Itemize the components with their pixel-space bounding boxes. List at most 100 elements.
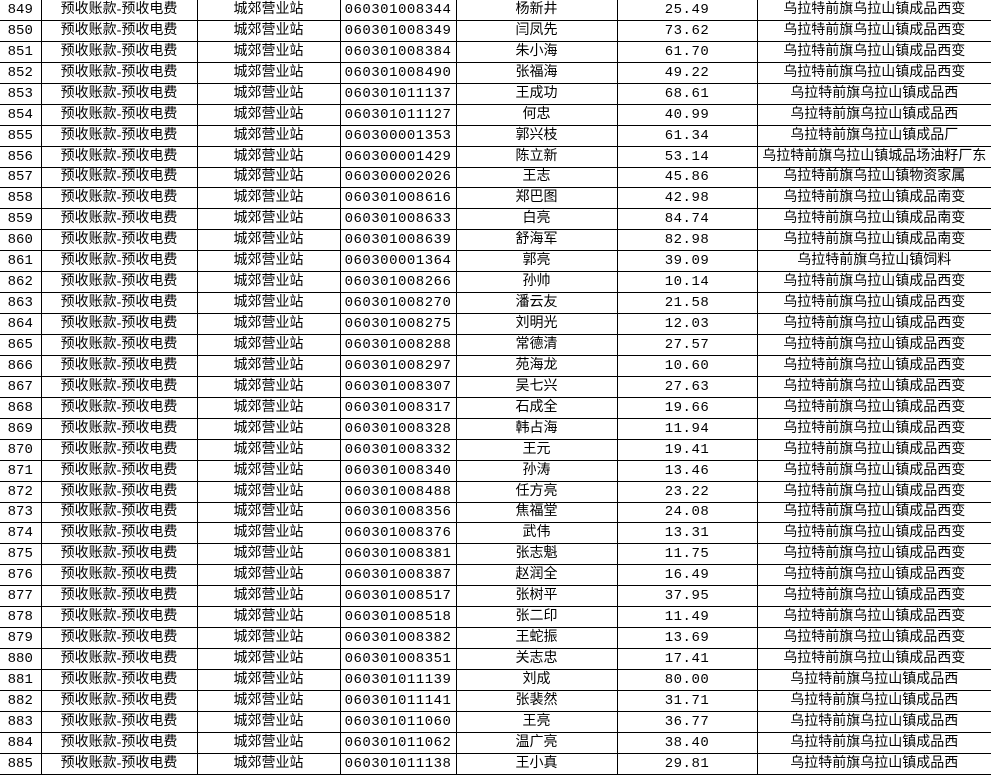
cell-account-title[interactable]: 预收账款-预收电费 — [40, 354, 198, 377]
cell-station[interactable]: 城郊营业站 — [196, 752, 341, 775]
cell-customer-no[interactable]: 060301008270 — [339, 292, 457, 315]
cell-amount[interactable]: 84.74 — [616, 208, 758, 231]
cell-customer-no[interactable]: 060301008381 — [339, 543, 457, 566]
cell-row-number[interactable]: 855 — [0, 124, 42, 147]
cell-address[interactable]: 乌拉特前旗乌拉山镇成品西变 — [756, 480, 991, 503]
cell-address[interactable]: 乌拉特前旗乌拉山镇成品西变 — [756, 0, 991, 21]
cell-station[interactable]: 城郊营业站 — [196, 250, 341, 273]
cell-customer-no[interactable]: 060301011139 — [339, 669, 457, 691]
cell-row-number[interactable]: 871 — [0, 459, 42, 482]
cell-account-title[interactable]: 预收账款-预收电费 — [40, 459, 198, 482]
cell-row-number[interactable]: 866 — [0, 354, 42, 377]
cell-address[interactable]: 乌拉特前旗乌拉山镇成品西变 — [756, 459, 991, 482]
cell-row-number[interactable]: 863 — [0, 292, 42, 315]
cell-customer-no[interactable]: 060301011138 — [339, 752, 457, 775]
cell-row-number[interactable]: 869 — [0, 417, 42, 440]
cell-customer-name[interactable]: 武伟 — [455, 522, 618, 545]
cell-amount[interactable]: 10.14 — [616, 271, 758, 294]
cell-row-number[interactable]: 872 — [0, 480, 42, 503]
cell-account-title[interactable]: 预收账款-预收电费 — [40, 40, 198, 63]
cell-customer-no[interactable]: 060301008387 — [339, 564, 457, 587]
cell-customer-name[interactable]: 朱小海 — [455, 40, 618, 63]
cell-amount[interactable]: 36.77 — [616, 710, 758, 733]
cell-address[interactable]: 乌拉特前旗乌拉山镇成品西 — [756, 82, 991, 105]
cell-customer-no[interactable]: 060301008307 — [339, 375, 457, 398]
cell-row-number[interactable]: 873 — [0, 501, 42, 524]
cell-customer-no[interactable]: 060301011137 — [339, 82, 457, 105]
cell-amount[interactable]: 73.62 — [616, 19, 758, 42]
cell-customer-name[interactable]: 王成功 — [455, 82, 618, 105]
cell-station[interactable]: 城郊营业站 — [196, 480, 341, 503]
cell-customer-name[interactable]: 王亮 — [455, 710, 618, 733]
cell-customer-name[interactable]: 温广亮 — [455, 731, 618, 754]
cell-customer-no[interactable]: 060300001353 — [339, 124, 457, 147]
cell-amount[interactable]: 10.60 — [616, 354, 758, 377]
cell-amount[interactable]: 45.86 — [616, 166, 758, 189]
cell-customer-no[interactable]: 060301008490 — [339, 61, 457, 84]
cell-customer-name[interactable]: 陈立新 — [455, 145, 618, 168]
cell-station[interactable]: 城郊营业站 — [196, 501, 341, 524]
cell-amount[interactable]: 61.70 — [616, 40, 758, 63]
cell-station[interactable]: 城郊营业站 — [196, 396, 341, 419]
cell-station[interactable]: 城郊营业站 — [196, 710, 341, 733]
cell-address[interactable]: 乌拉特前旗乌拉山镇饲料 — [756, 250, 991, 273]
cell-amount[interactable]: 37.95 — [616, 585, 758, 608]
cell-account-title[interactable]: 预收账款-预收电费 — [40, 375, 198, 398]
cell-station[interactable]: 城郊营业站 — [196, 292, 341, 315]
cell-station[interactable]: 城郊营业站 — [196, 606, 341, 629]
cell-row-number[interactable]: 860 — [0, 229, 42, 252]
cell-customer-no[interactable]: 060301008517 — [339, 585, 457, 608]
cell-amount[interactable]: 29.81 — [616, 752, 758, 775]
cell-amount[interactable]: 21.58 — [616, 292, 758, 315]
cell-account-title[interactable]: 预收账款-预收电费 — [40, 564, 198, 587]
cell-address[interactable]: 乌拉特前旗乌拉山镇成品西变 — [756, 354, 991, 377]
cell-row-number[interactable]: 870 — [0, 438, 42, 461]
cell-station[interactable]: 城郊营业站 — [196, 166, 341, 189]
cell-amount[interactable]: 24.08 — [616, 501, 758, 524]
cell-customer-name[interactable]: 张裴然 — [455, 689, 618, 712]
cell-row-number[interactable]: 864 — [0, 313, 42, 335]
cell-station[interactable]: 城郊营业站 — [196, 334, 341, 356]
cell-customer-name[interactable]: 刘明光 — [455, 313, 618, 335]
cell-customer-no[interactable]: 060301008639 — [339, 229, 457, 252]
cell-customer-name[interactable]: 王志 — [455, 166, 618, 189]
cell-account-title[interactable]: 预收账款-预收电费 — [40, 82, 198, 105]
cell-station[interactable]: 城郊营业站 — [196, 585, 341, 608]
cell-row-number[interactable]: 881 — [0, 669, 42, 691]
cell-customer-no[interactable]: 060301008488 — [339, 480, 457, 503]
cell-address[interactable]: 乌拉特前旗乌拉山镇成品西变 — [756, 396, 991, 419]
cell-customer-no[interactable]: 060301008518 — [339, 606, 457, 629]
cell-address[interactable]: 乌拉特前旗乌拉山镇成品西变 — [756, 585, 991, 608]
cell-customer-no[interactable]: 060301011060 — [339, 710, 457, 733]
cell-amount[interactable]: 27.57 — [616, 334, 758, 356]
cell-customer-name[interactable]: 常德清 — [455, 334, 618, 356]
cell-station[interactable]: 城郊营业站 — [196, 124, 341, 147]
cell-address[interactable]: 乌拉特前旗乌拉山镇成品西 — [756, 731, 991, 754]
cell-amount[interactable]: 23.22 — [616, 480, 758, 503]
cell-amount[interactable]: 11.94 — [616, 417, 758, 440]
cell-customer-name[interactable]: 舒海军 — [455, 229, 618, 252]
cell-account-title[interactable]: 预收账款-预收电费 — [40, 103, 198, 126]
cell-address[interactable]: 乌拉特前旗乌拉山镇成品西变 — [756, 334, 991, 356]
cell-customer-name[interactable]: 王蛇振 — [455, 627, 618, 650]
cell-customer-no[interactable]: 060300001429 — [339, 145, 457, 168]
cell-customer-no[interactable]: 060301011062 — [339, 731, 457, 754]
cell-customer-no[interactable]: 060301008633 — [339, 208, 457, 231]
cell-station[interactable]: 城郊营业站 — [196, 208, 341, 231]
cell-row-number[interactable]: 879 — [0, 627, 42, 650]
cell-customer-no[interactable]: 060301008384 — [339, 40, 457, 63]
cell-amount[interactable]: 38.40 — [616, 731, 758, 754]
cell-customer-name[interactable]: 王小真 — [455, 752, 618, 775]
cell-station[interactable]: 城郊营业站 — [196, 522, 341, 545]
cell-customer-name[interactable]: 赵润全 — [455, 564, 618, 587]
cell-amount[interactable]: 19.66 — [616, 396, 758, 419]
cell-station[interactable]: 城郊营业站 — [196, 438, 341, 461]
cell-customer-name[interactable]: 苑海龙 — [455, 354, 618, 377]
cell-customer-no[interactable]: 060301008275 — [339, 313, 457, 335]
cell-account-title[interactable]: 预收账款-预收电费 — [40, 606, 198, 629]
cell-account-title[interactable]: 预收账款-预收电费 — [40, 480, 198, 503]
cell-address[interactable]: 乌拉特前旗乌拉山镇成品西变 — [756, 522, 991, 545]
cell-customer-name[interactable]: 闫凤先 — [455, 19, 618, 42]
cell-station[interactable]: 城郊营业站 — [196, 271, 341, 294]
cell-address[interactable]: 乌拉特前旗乌拉山镇成品西 — [756, 752, 991, 775]
